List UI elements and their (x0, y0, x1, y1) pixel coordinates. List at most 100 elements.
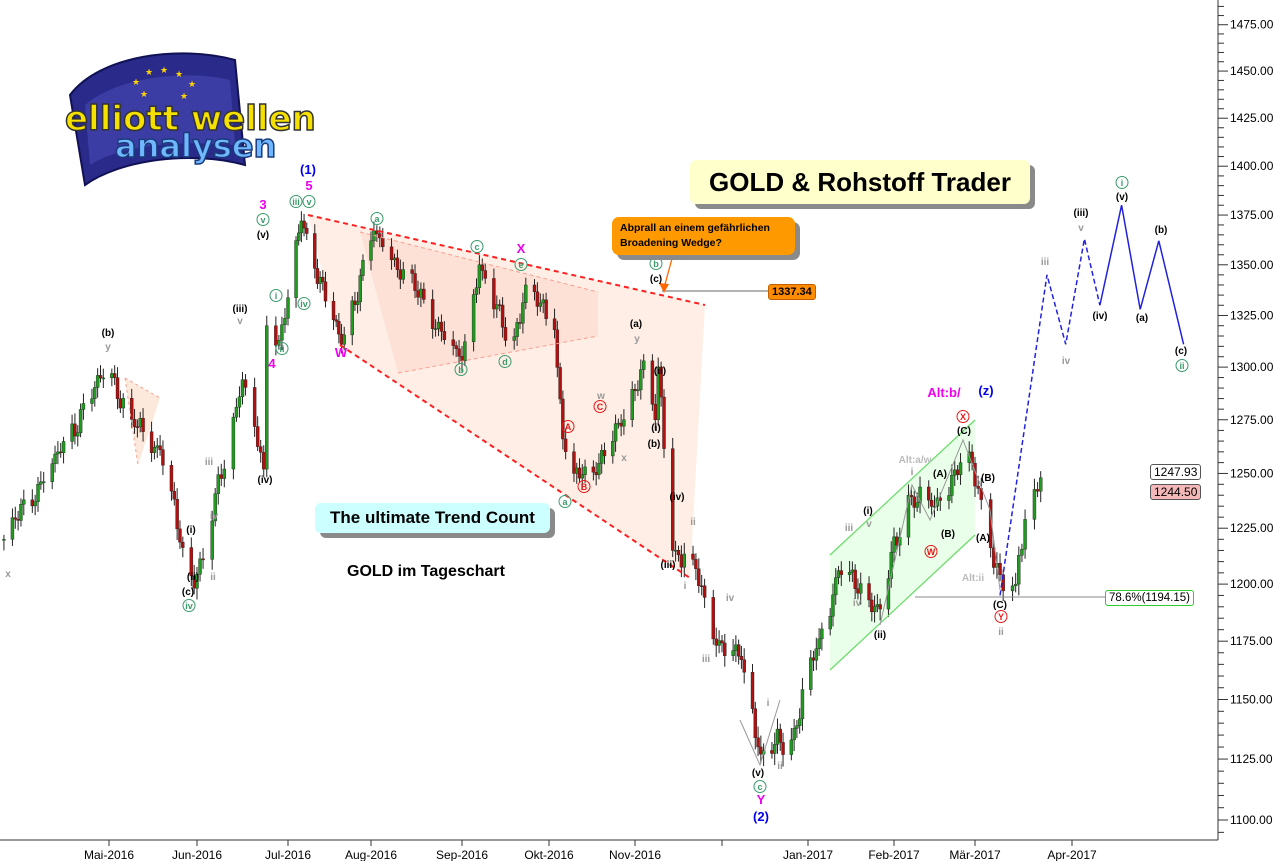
candle-body (93, 387, 97, 400)
candle-body (711, 597, 715, 640)
candle (834, 568, 838, 605)
candle (1017, 546, 1021, 596)
candle (597, 453, 601, 480)
candle-body (350, 300, 354, 336)
svg-text:★: ★ (188, 79, 196, 89)
candle-body (600, 450, 604, 464)
candle (161, 440, 165, 475)
wave-label-text: X (960, 412, 966, 422)
candle (480, 258, 484, 281)
candle (149, 421, 154, 462)
wave-label: (v) (1116, 192, 1128, 203)
candle-body (702, 585, 707, 598)
wave-label: (iii) (1074, 208, 1089, 219)
wave-label: (b) (648, 439, 661, 450)
candle (59, 443, 63, 458)
candle (622, 409, 626, 435)
candle-body (436, 321, 441, 329)
candle (13, 506, 17, 529)
candle-body (41, 481, 46, 483)
candle (2, 534, 6, 551)
candle-body (720, 640, 724, 644)
candle-body (442, 331, 447, 340)
candle-body (471, 294, 476, 343)
candle-body (95, 375, 100, 388)
candle-body (577, 467, 582, 479)
wave-label-text: iii (205, 457, 214, 468)
candle-body (512, 336, 516, 341)
candle-body (141, 418, 145, 432)
candle (555, 320, 560, 378)
wave-label: ii (275, 342, 289, 355)
wave-label-text: c (474, 242, 479, 252)
broadening-wedge-callout: Abprall an einem gefährlichen Broadening… (612, 217, 795, 255)
candle (422, 282, 426, 304)
wave-label: (2) (753, 809, 769, 824)
candle (676, 545, 681, 562)
wave-label: Alt:b/ (927, 385, 961, 400)
candle-body (662, 396, 666, 449)
candle-body (750, 672, 755, 709)
candle-body (544, 299, 548, 319)
y-tick-label: 1125.00 (1230, 752, 1273, 766)
candle-body (416, 290, 420, 298)
channel-lower-line (829, 534, 976, 671)
candle (734, 635, 738, 662)
candle-body (811, 657, 816, 661)
candle (315, 258, 320, 289)
candle-body (742, 659, 746, 673)
wave-label-text: C (597, 402, 604, 412)
wave-label-text: (v) (1116, 192, 1128, 203)
candle (770, 742, 774, 759)
candle-body (61, 441, 66, 453)
wave-label-text: y (105, 342, 111, 353)
candle-body (30, 499, 35, 507)
y-tick-label: 1425.00 (1230, 111, 1274, 125)
wave-label-text: y (634, 334, 640, 345)
candle (580, 464, 584, 489)
wave-label: iii (205, 457, 214, 468)
candle-body (809, 657, 813, 690)
candle-body (714, 638, 718, 646)
wave-label: 4 (268, 356, 276, 371)
candle-body (753, 708, 757, 738)
candle-body (219, 474, 223, 479)
candle (95, 368, 100, 398)
candle (355, 291, 360, 314)
candle (792, 718, 796, 752)
candle (867, 576, 871, 608)
candle (181, 536, 185, 558)
wave-label-text: (ii) (654, 366, 666, 377)
wave-label-text: ii (1179, 361, 1184, 371)
candle (820, 622, 824, 651)
candle (723, 633, 727, 667)
candle-body (231, 416, 236, 470)
wave-label: v (256, 213, 270, 226)
candle (1013, 572, 1018, 593)
x-tick-label: Jan-2017 (783, 848, 833, 861)
channel-upper-line (829, 419, 976, 556)
fib-level-label: 78.6%(1194.15) (1105, 590, 1194, 606)
candle (41, 471, 46, 493)
candle (321, 270, 325, 291)
candle-body (575, 467, 579, 474)
wave-label-circle (297, 297, 311, 310)
candle (152, 441, 157, 460)
candle-body (361, 260, 365, 276)
candle-body (22, 499, 26, 505)
candle-body (274, 325, 278, 346)
wave-label: ii (690, 517, 696, 528)
candle-body (878, 604, 882, 610)
wave-label-text: ii (690, 517, 696, 528)
wave-label-text: (A) (933, 469, 947, 480)
candle-body (149, 431, 154, 453)
candle (39, 471, 43, 490)
candle (90, 388, 94, 412)
candle-body (323, 281, 328, 302)
candle-body (770, 750, 774, 754)
candle-body (918, 486, 922, 503)
candle-body (912, 496, 916, 508)
candle (53, 445, 57, 473)
candle (337, 312, 341, 344)
svg-text:★: ★ (145, 67, 153, 77)
